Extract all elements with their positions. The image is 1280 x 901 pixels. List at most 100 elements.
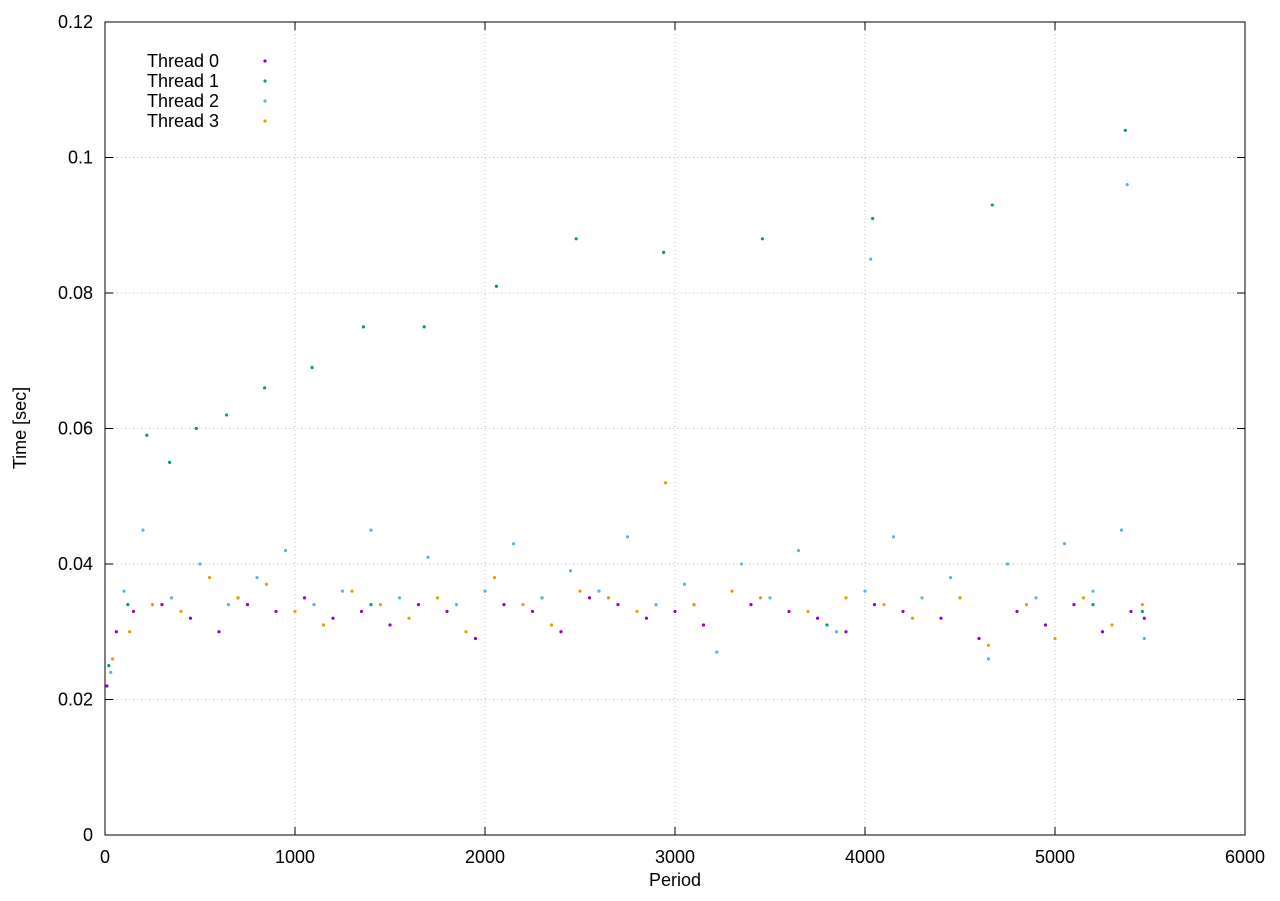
x-tick-label: 1000 — [275, 847, 315, 867]
y-tick-label: 0.02 — [58, 690, 93, 710]
point — [236, 596, 240, 600]
point — [806, 609, 810, 614]
legend-marker — [263, 79, 267, 83]
point — [692, 603, 696, 607]
point — [255, 575, 259, 580]
point — [815, 616, 820, 620]
point — [796, 548, 801, 553]
legend-label: Thread 1 — [147, 71, 219, 91]
point — [310, 365, 314, 370]
point — [920, 596, 924, 600]
point — [511, 542, 516, 546]
point — [264, 582, 269, 586]
point — [168, 460, 172, 464]
point — [787, 609, 791, 614]
point — [388, 623, 392, 627]
point — [1100, 630, 1105, 634]
point — [1062, 542, 1067, 546]
point — [1140, 609, 1144, 614]
point — [1034, 596, 1038, 600]
point — [758, 596, 763, 600]
point — [986, 643, 991, 647]
point — [502, 603, 506, 607]
point — [530, 609, 535, 614]
point — [454, 603, 459, 607]
point — [882, 603, 886, 607]
point — [359, 609, 364, 614]
point — [1142, 636, 1146, 641]
y-tick-label: 0.12 — [58, 12, 93, 32]
point — [416, 603, 421, 607]
point — [834, 630, 839, 634]
point — [1125, 183, 1129, 187]
point — [1140, 603, 1144, 607]
point — [435, 596, 440, 600]
point — [901, 609, 905, 614]
point — [321, 623, 326, 627]
point — [871, 216, 875, 221]
point — [131, 609, 136, 614]
point — [606, 596, 611, 600]
point — [549, 623, 554, 627]
legend-label: Thread 3 — [147, 111, 219, 131]
y-axis-label: Time [sec] — [10, 387, 30, 469]
point — [198, 562, 202, 566]
point — [948, 575, 953, 580]
point — [739, 562, 744, 566]
point — [825, 623, 829, 627]
point — [422, 325, 426, 329]
point — [169, 596, 174, 600]
point — [863, 589, 867, 593]
point — [145, 433, 149, 437]
x-tick-label: 0 — [100, 847, 110, 867]
point — [568, 569, 573, 573]
point — [521, 603, 525, 607]
point — [141, 528, 145, 532]
point — [715, 650, 719, 654]
point — [844, 596, 848, 600]
point — [1072, 603, 1076, 607]
legend-marker — [263, 119, 267, 123]
point — [559, 630, 563, 634]
point — [207, 575, 212, 580]
x-tick-label: 4000 — [845, 847, 885, 867]
point — [635, 609, 639, 614]
point — [1091, 603, 1095, 607]
point — [464, 630, 468, 634]
point — [1129, 609, 1133, 614]
point — [407, 616, 411, 620]
point — [397, 596, 402, 600]
y-tick-label: 0 — [83, 825, 93, 845]
point — [293, 609, 297, 614]
x-tick-label: 5000 — [1035, 847, 1075, 867]
point — [483, 589, 487, 593]
point — [107, 664, 111, 668]
x-tick-label: 3000 — [655, 847, 695, 867]
point — [302, 596, 307, 600]
point — [939, 616, 943, 620]
point — [179, 609, 183, 614]
point — [217, 630, 221, 634]
point — [1123, 128, 1127, 132]
point — [1081, 596, 1086, 600]
point — [378, 603, 383, 607]
point — [473, 636, 478, 641]
point — [194, 426, 198, 431]
y-tick-label: 0.06 — [58, 419, 93, 439]
point — [760, 237, 765, 241]
point — [597, 589, 601, 593]
point — [910, 616, 915, 620]
point — [1119, 528, 1124, 532]
point — [662, 250, 666, 254]
point — [492, 575, 497, 580]
point — [616, 603, 620, 607]
point — [109, 670, 113, 675]
point — [749, 603, 753, 607]
point — [768, 596, 772, 600]
point — [1110, 623, 1114, 627]
legend-label: Thread 0 — [147, 51, 219, 71]
y-tick-label: 0.04 — [58, 554, 93, 574]
point — [111, 657, 115, 661]
point — [350, 589, 354, 593]
